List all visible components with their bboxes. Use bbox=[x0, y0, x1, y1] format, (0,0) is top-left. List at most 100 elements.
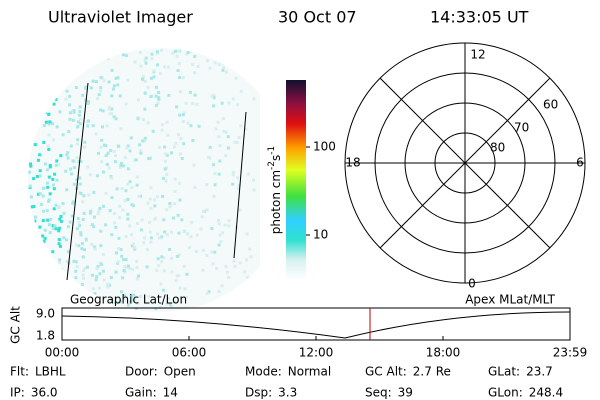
pixel bbox=[41, 219, 45, 223]
pixel bbox=[28, 282, 32, 286]
pixel bbox=[108, 308, 112, 312]
status-value: 36.0 bbox=[31, 386, 58, 400]
pixel bbox=[133, 158, 137, 162]
pixel bbox=[104, 223, 108, 227]
status-value: 14 bbox=[163, 386, 178, 400]
pixel bbox=[95, 267, 99, 271]
pixel bbox=[44, 77, 48, 81]
pixel bbox=[136, 117, 140, 121]
pixel bbox=[131, 267, 135, 271]
pixel bbox=[72, 166, 76, 170]
pixel bbox=[205, 208, 209, 212]
pixel bbox=[146, 201, 150, 205]
pixel bbox=[108, 283, 111, 287]
pixel bbox=[182, 142, 186, 146]
pixel bbox=[137, 194, 141, 198]
pixel bbox=[223, 223, 227, 227]
pixel bbox=[225, 313, 228, 316]
pixel bbox=[42, 124, 46, 128]
pixel bbox=[38, 67, 42, 71]
pixel bbox=[120, 162, 123, 165]
pixel bbox=[101, 125, 104, 129]
pixel bbox=[99, 145, 103, 149]
pixel bbox=[156, 101, 160, 105]
pixel bbox=[227, 275, 231, 279]
pixel bbox=[48, 96, 52, 100]
pixel bbox=[93, 309, 96, 312]
pixel bbox=[33, 219, 37, 223]
pixel bbox=[31, 259, 35, 263]
pixel bbox=[246, 275, 250, 279]
pixel bbox=[41, 281, 45, 284]
pixel bbox=[57, 226, 61, 230]
auroral-image bbox=[28, 48, 260, 316]
pixel bbox=[66, 282, 70, 285]
pixel bbox=[57, 242, 61, 246]
pixel bbox=[33, 58, 37, 62]
ring-label: 70 bbox=[514, 121, 529, 135]
pixel bbox=[62, 70, 66, 74]
pixel bbox=[89, 209, 93, 213]
pixel bbox=[70, 214, 74, 218]
pixel bbox=[238, 54, 242, 58]
pixel bbox=[165, 173, 169, 177]
pixel bbox=[45, 81, 49, 85]
pixel bbox=[104, 49, 108, 53]
pixel bbox=[173, 189, 177, 193]
pixel bbox=[50, 275, 54, 279]
pixel bbox=[238, 208, 242, 212]
pixel bbox=[128, 224, 132, 228]
pixel bbox=[211, 262, 215, 266]
pixel bbox=[96, 265, 100, 268]
pixel bbox=[178, 76, 182, 79]
pixel bbox=[174, 49, 177, 53]
pixel bbox=[164, 152, 168, 156]
pixel bbox=[191, 139, 195, 142]
pixel bbox=[231, 53, 235, 57]
pixel bbox=[135, 277, 139, 281]
status-value: Normal bbox=[288, 365, 331, 379]
pixel bbox=[88, 173, 92, 177]
status-key: Door: bbox=[125, 365, 158, 379]
pixel bbox=[123, 270, 127, 274]
pixel bbox=[168, 248, 172, 251]
pixel bbox=[182, 230, 186, 234]
pixel bbox=[210, 94, 214, 98]
pixel bbox=[218, 144, 222, 147]
pixel bbox=[233, 140, 237, 144]
pixel bbox=[91, 124, 95, 128]
pixel bbox=[58, 60, 62, 64]
pixel bbox=[212, 96, 216, 100]
pixel bbox=[175, 54, 179, 58]
pixel bbox=[32, 59, 36, 63]
pixel bbox=[126, 212, 130, 216]
pixel bbox=[238, 261, 242, 265]
pixel bbox=[101, 269, 105, 273]
pixel bbox=[210, 227, 214, 230]
pixel bbox=[124, 311, 128, 312]
pixel bbox=[37, 73, 41, 77]
pixel bbox=[65, 89, 69, 93]
pixel bbox=[42, 86, 46, 89]
pixel bbox=[156, 51, 160, 55]
pixel bbox=[60, 267, 64, 271]
pixel bbox=[156, 257, 160, 261]
pixel bbox=[58, 282, 62, 285]
pixel bbox=[197, 124, 201, 128]
pixel bbox=[154, 307, 158, 311]
pixel bbox=[39, 273, 43, 277]
pixel bbox=[189, 124, 193, 128]
pixel bbox=[165, 302, 169, 306]
pixel bbox=[64, 169, 68, 173]
pixel bbox=[193, 71, 197, 75]
pixel bbox=[42, 277, 46, 281]
pixel bbox=[142, 75, 146, 79]
pixel bbox=[62, 211, 66, 215]
pixel bbox=[98, 53, 102, 57]
pixel bbox=[76, 125, 80, 129]
pixel bbox=[150, 57, 154, 61]
pixel bbox=[177, 133, 180, 137]
y-tick-label: 9.0 bbox=[36, 307, 55, 321]
pixel bbox=[129, 299, 133, 303]
